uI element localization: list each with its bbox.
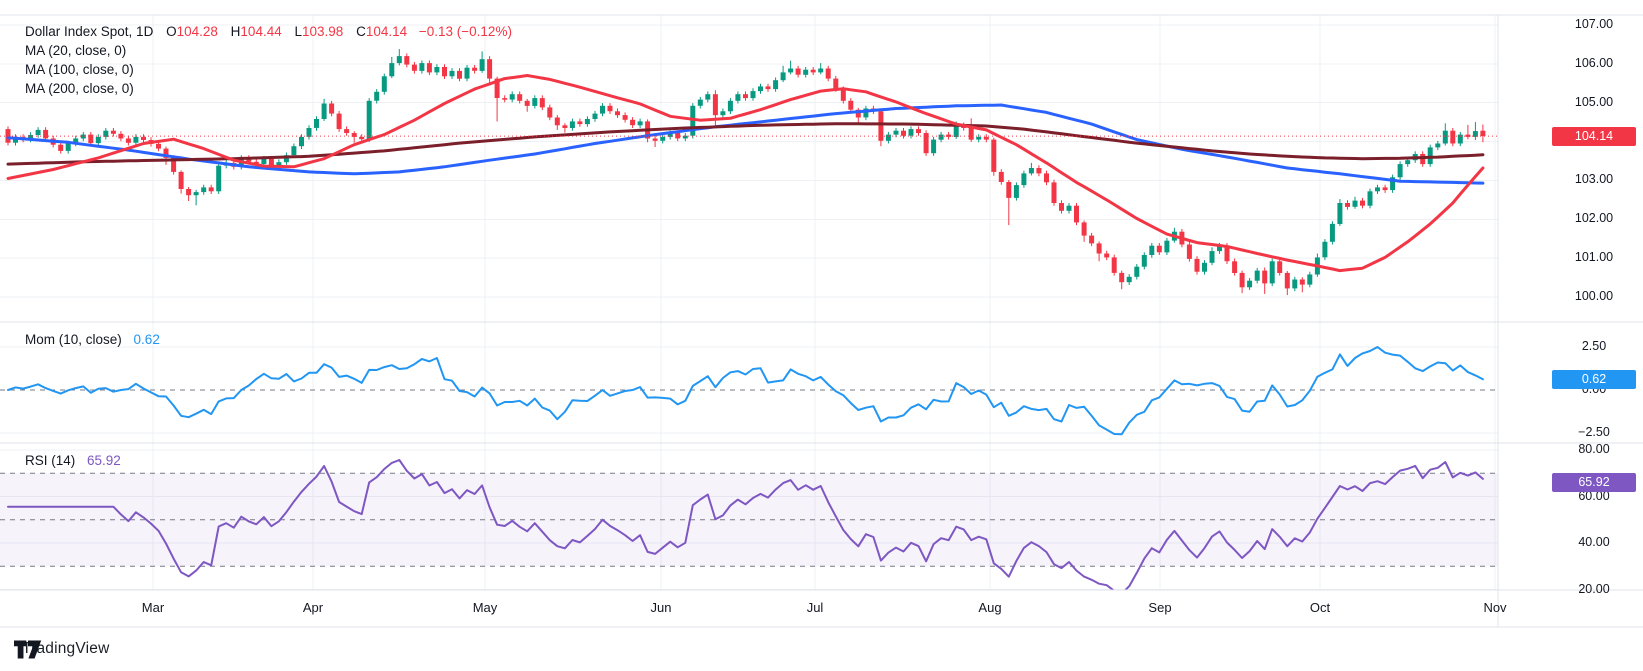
momentum-legend-row[interactable]: Mom (10, close) 0.62 (25, 332, 160, 347)
price-axis-label: 100.00 (1574, 288, 1614, 303)
price-gridlines (0, 24, 1498, 298)
close-label: C (356, 24, 366, 39)
time-axis-label-mar: Mar (141, 600, 165, 615)
price-axis-label: 103.00 (1574, 172, 1614, 187)
last-price-badge: 104.14 (1552, 126, 1636, 146)
symbol-title: Dollar Index Spot, 1D (25, 24, 154, 39)
time-axis-label-apr: Apr (302, 600, 324, 615)
tradingview-logo-icon (14, 640, 42, 659)
rsi-axis-label: 20.00 (1578, 581, 1610, 596)
rsi-band (0, 472, 1498, 567)
close-value: 104.14 (365, 24, 408, 39)
momentum-axis-label: −2.50 (1578, 425, 1610, 439)
rsi-line (7, 459, 1484, 590)
price-axis-label: 107.00 (1574, 17, 1614, 31)
momentum-gridlines (0, 346, 1498, 434)
momentum-label: Mom (10, close) (25, 332, 122, 347)
ma200-legend-row[interactable]: MA (200, close, 0) (25, 79, 512, 98)
high-value: 104.44 (240, 24, 282, 39)
rsi-value: 65.92 (87, 453, 121, 468)
ma20-line (6, 74, 1485, 273)
tradingview-logo-text: TradingView (22, 640, 110, 657)
momentum-axis-label: 2.50 (1581, 339, 1607, 353)
rsi-label: RSI (14) (25, 453, 76, 468)
ma20-legend-row[interactable]: MA (20, close, 0) (25, 41, 512, 60)
chart-legend: Dollar Index Spot, 1D O104.28 H104.44 L1… (25, 22, 512, 98)
ma200-line (6, 103, 1485, 185)
time-axis-label-sep: Sep (1148, 600, 1172, 615)
open-value: 104.28 (176, 24, 218, 39)
price-axis-label: 106.00 (1574, 55, 1614, 70)
ma200-legend-label: MA (200, close, 0) (25, 81, 134, 96)
momentum-value: 0.62 (133, 332, 160, 347)
open-label: O (166, 24, 177, 39)
momentum-line (7, 346, 1484, 436)
momentum-value-badge: 0.62 (1552, 369, 1636, 389)
ma20-legend-label: MA (20, close, 0) (25, 43, 127, 58)
price-axis-label: 105.00 (1574, 94, 1614, 109)
rsi-value-badge: 65.92 (1552, 473, 1636, 493)
ma100-legend-row[interactable]: MA (100, close, 0) (25, 60, 512, 79)
candlestick-series (5, 49, 1486, 296)
price-axis-label: 101.00 (1574, 250, 1614, 265)
high-label: H (230, 24, 241, 39)
change-value: −0.13 (−0.12%) (418, 24, 512, 39)
low-label: L (294, 24, 302, 39)
price-scale[interactable] (1498, 15, 1643, 627)
time-axis-label-may: May (472, 600, 498, 615)
ma100-line (6, 122, 1485, 166)
time-axis-label-oct: Oct (1309, 600, 1331, 615)
month-gridlines (152, 15, 1496, 590)
rsi-axis-label: 80.00 (1578, 442, 1610, 456)
tradingview-logo[interactable]: TradingView (14, 640, 110, 659)
time-axis-label-nov: Nov (1483, 600, 1507, 615)
time-axis-label-aug: Aug (978, 600, 1002, 615)
rsi-axis-label: 40.00 (1578, 535, 1610, 549)
rsi-legend-row[interactable]: RSI (14) 65.92 (25, 453, 121, 468)
time-axis-label-jun: Jun (650, 600, 672, 615)
price-axis-label: 102.00 (1574, 211, 1614, 226)
low-value: 103.98 (302, 24, 344, 39)
time-scale[interactable] (0, 590, 1498, 627)
ma100-legend-label: MA (100, close, 0) (25, 62, 134, 77)
symbol-legend-row[interactable]: Dollar Index Spot, 1D O104.28 H104.44 L1… (25, 22, 512, 41)
time-axis-label-jul: Jul (806, 600, 824, 615)
